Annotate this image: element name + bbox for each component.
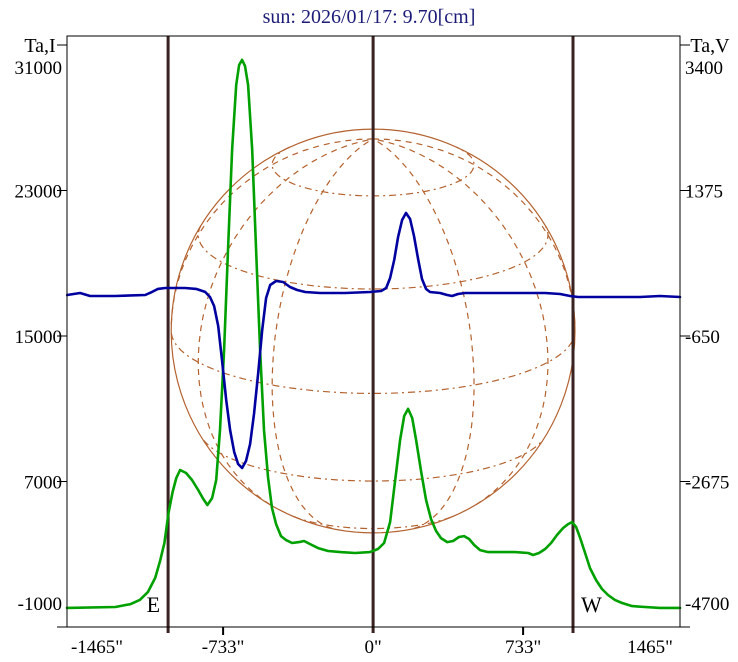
left-tick-label: -1000 bbox=[18, 594, 62, 615]
x-tick-label: 0" bbox=[364, 637, 381, 658]
right-tick-label: -2675 bbox=[685, 473, 729, 494]
left-tick-label: 23000 bbox=[15, 182, 63, 203]
left-tick-label: 31000 bbox=[15, 58, 63, 79]
right-axis-name: Ta,V bbox=[690, 35, 730, 57]
meridian-line bbox=[271, 138, 374, 529]
data-curves bbox=[65, 58, 682, 610]
left-tick-label: 7000 bbox=[24, 473, 62, 494]
left-axis-name: Ta,I bbox=[24, 35, 55, 57]
east-label: E bbox=[147, 592, 160, 617]
west-label: W bbox=[581, 592, 602, 617]
meridian-line bbox=[372, 138, 549, 506]
meridian-line bbox=[372, 138, 475, 529]
meridian-line bbox=[170, 138, 374, 325]
x-tick-label: -733" bbox=[202, 637, 245, 658]
right-tick-label: 1375 bbox=[685, 182, 723, 203]
x-tick-label: 733" bbox=[505, 637, 541, 658]
tick-labels: E W 31000 23000 15000 7000 -1000 3400 1375 -650 -2… bbox=[15, 58, 730, 658]
right-tick-label: 3400 bbox=[685, 58, 723, 79]
series-Ta,I bbox=[65, 58, 682, 610]
chart-title: sun: 2026/01/17: 9.70[cm] bbox=[263, 6, 476, 28]
x-tick-label: -1465" bbox=[71, 637, 123, 658]
plot-border bbox=[66, 35, 681, 628]
limb-marker-lines bbox=[166, 36, 575, 633]
right-tick-label: -650 bbox=[685, 327, 720, 348]
meridian-line bbox=[197, 138, 374, 506]
plot-frame bbox=[57, 35, 690, 635]
left-tick-label: 15000 bbox=[15, 327, 63, 348]
latitude-line bbox=[197, 225, 549, 290]
right-tick-label: -4700 bbox=[685, 594, 729, 615]
latitude-line bbox=[170, 333, 576, 395]
x-tick-label: 1465" bbox=[627, 637, 673, 658]
meridian-line bbox=[373, 138, 576, 325]
series-Ta,V bbox=[65, 211, 682, 470]
